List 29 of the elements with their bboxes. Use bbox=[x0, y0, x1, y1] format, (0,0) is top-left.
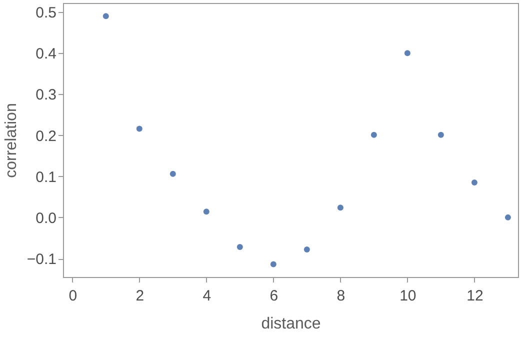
x-tick-label: 10 bbox=[400, 288, 416, 304]
y-tick-label: 0.2 bbox=[36, 128, 56, 145]
point bbox=[337, 204, 344, 211]
y-tick-label: 0.5 bbox=[36, 4, 56, 22]
point bbox=[102, 13, 109, 20]
point bbox=[270, 261, 276, 268]
point bbox=[370, 132, 377, 138]
y-axis-title: correlation bbox=[2, 103, 20, 178]
point bbox=[136, 126, 142, 132]
x-tick-label: 6 bbox=[270, 288, 278, 304]
x-tick-label: 12 bbox=[466, 288, 484, 304]
y-tick-label: 0.4 bbox=[36, 46, 56, 63]
y-tick-label: −0.1 bbox=[26, 251, 56, 268]
y-tick-label: 0.3 bbox=[36, 86, 56, 104]
point bbox=[404, 50, 410, 56]
point bbox=[236, 244, 243, 250]
y-tick-label: 0.0 bbox=[36, 210, 56, 227]
point bbox=[438, 132, 444, 138]
point bbox=[471, 180, 478, 186]
x-axis-title: distance bbox=[261, 316, 321, 332]
x-tick-label: 8 bbox=[336, 288, 346, 304]
point bbox=[170, 170, 176, 177]
point bbox=[203, 208, 210, 215]
x-tick-label: 4 bbox=[202, 288, 212, 304]
point bbox=[304, 246, 310, 252]
point bbox=[504, 214, 511, 220]
x-tick-label: 0 bbox=[68, 288, 78, 304]
x-tick-label: 2 bbox=[136, 288, 144, 304]
y-tick-label: 0.1 bbox=[36, 168, 56, 186]
